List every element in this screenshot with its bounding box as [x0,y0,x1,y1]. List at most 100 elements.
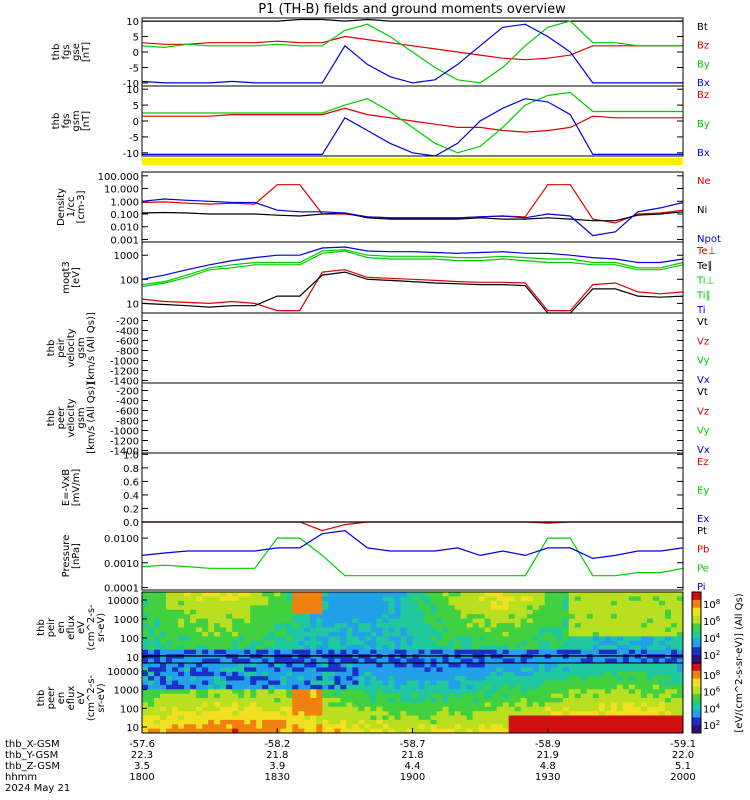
spectrogram-cell [166,600,173,606]
spectrogram-cell [574,596,582,602]
spectrogram-cell [340,663,347,668]
spectrogram-cell [562,684,570,690]
spectrogram-cell [622,592,630,597]
spectrogram-cell [238,636,245,642]
spectrogram-cell [376,636,383,642]
spectrogram-cell [634,715,642,721]
spectrogram-cell [646,658,654,664]
spectrogram-cell [472,693,480,699]
spectrogram-cell [352,627,359,633]
spectrogram-cell [280,614,287,620]
spectrogram-cell [154,693,161,699]
spectrogram-cell [412,715,420,721]
spectrogram-cell [346,631,353,637]
y-axis-label: peir [46,617,57,637]
spectrogram-cell [142,631,149,637]
spectrogram-cell [544,627,552,633]
spectrogram-cell [298,627,305,633]
spectrogram-cell [310,663,317,668]
spectrogram-cell [316,640,323,646]
spectrogram-cell [268,667,275,673]
spectrogram-cell [274,605,281,611]
spectrogram-cell [622,636,630,642]
spectrogram-cell [646,676,654,681]
spectrogram-cell [652,711,660,716]
spectrogram-cell [274,706,281,712]
spectrogram-cell [472,609,480,615]
spectrogram-cell [574,728,582,734]
spectrogram-cell [286,676,293,681]
spectrogram-cell [364,605,371,611]
spectrogram-cell [160,627,167,633]
spectrogram-cell [658,719,666,725]
spectrogram-cell [142,609,149,615]
spectrogram-cell [556,640,564,646]
spectrogram-cell [466,663,474,668]
spectrogram-cell [202,693,209,699]
spectrogram-cell [478,689,486,695]
colorbar-step [692,631,701,640]
spectrogram-cell [544,684,552,690]
spectrogram-cell [412,702,420,708]
spectrogram-cell [280,640,287,646]
series-line-Bx [142,98,683,157]
spectrogram-cell [154,605,161,611]
spectrogram-cell [172,667,179,673]
spectrogram-cell [280,623,287,628]
spectrogram-cell [502,689,510,695]
spectrogram-cell [502,702,510,708]
spectrogram-cell [400,640,407,646]
spectrogram-cell [382,667,389,673]
spectrogram-cell [676,631,684,637]
spectrogram-cell [574,715,582,721]
spectrogram-cell [316,618,323,624]
spectrogram-cell [508,671,516,677]
spectrogram-cell [304,627,311,633]
spectrogram-cell [496,724,504,730]
spectrogram-cell [520,724,528,730]
spectrogram-cell [202,645,209,651]
spectrogram-cell [220,596,227,602]
y-tick-label: 0.100 [110,210,139,221]
spectrogram-cell [640,719,648,725]
spectrogram-cell [568,728,576,734]
spectrogram-cell [232,676,239,681]
spectrogram-cell [640,680,648,686]
spectrogram-cell [478,605,486,611]
spectrogram-cell [406,614,413,620]
spectrogram-cell [586,645,594,651]
spectrogram-cell [472,689,480,695]
spectrogram-cell [670,706,678,712]
spectrogram-cell [460,618,468,624]
legend-Ni: Ni [697,205,707,216]
spectrogram-cell [280,719,287,725]
spectrogram-cell [652,663,660,668]
spectrogram-cell [256,706,263,712]
spectrogram-cell [604,600,612,606]
spectrogram-cell [478,715,486,721]
spectrogram-cell [538,693,546,699]
spectrogram-cell [148,671,155,677]
spectrogram-cell [478,636,486,642]
spectrogram-cell [214,640,221,646]
spectrogram-cell [322,640,329,646]
spectrogram-cell [142,592,149,597]
spectrogram-cell [160,702,167,708]
spectrogram-cell [286,636,293,642]
ephemeris-value: -57.6 [129,739,155,750]
spectrogram-cell [634,711,642,716]
spectrogram-cell [142,671,149,677]
ephemeris-value: 2000 [670,772,695,783]
spectrogram-cell [550,702,558,708]
y-tick-label: 0.010 [110,223,139,234]
spectrogram-cell [538,724,546,730]
spectrogram-cell [352,711,359,716]
spectrogram-cell [556,592,564,597]
spectrogram-cell [232,645,239,651]
spectrogram-cell [226,684,233,690]
spectrogram-cell [250,667,257,673]
colorbar-tick-label: 104 [703,632,721,645]
spectrogram-cell [352,676,359,681]
spectrogram-cell [574,605,582,611]
spectrogram-cell [244,684,251,690]
